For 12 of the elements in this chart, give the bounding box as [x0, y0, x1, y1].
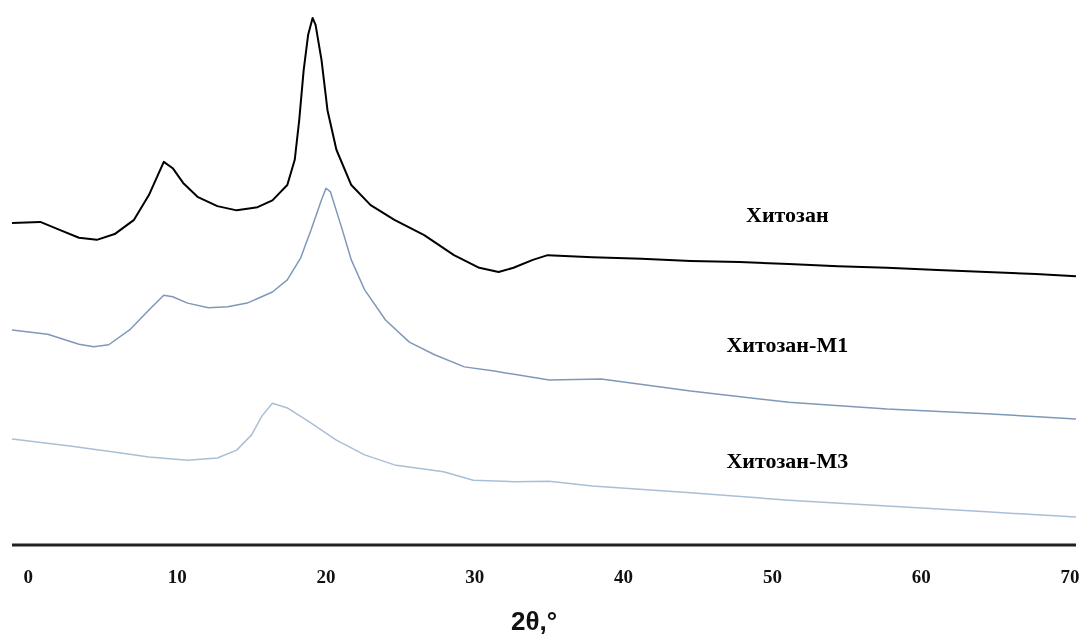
x-tick-label: 60 [911, 566, 931, 587]
x-tick-label: 70 [1060, 566, 1080, 587]
x-tick-label: 20 [316, 566, 336, 587]
series-label: Хитозан-М1 [726, 332, 849, 358]
x-tick-label: 30 [465, 566, 485, 587]
series-label: Хитозан [746, 202, 829, 228]
x-tick-label: 40 [614, 566, 634, 587]
x-tick-label: 50 [762, 566, 782, 587]
x-tick-label: 0 [23, 566, 34, 587]
x-axis-title: 2θ,° [510, 606, 558, 636]
series-label: Хитозан-М3 [726, 448, 849, 474]
x-tick-label: 10 [167, 566, 187, 587]
